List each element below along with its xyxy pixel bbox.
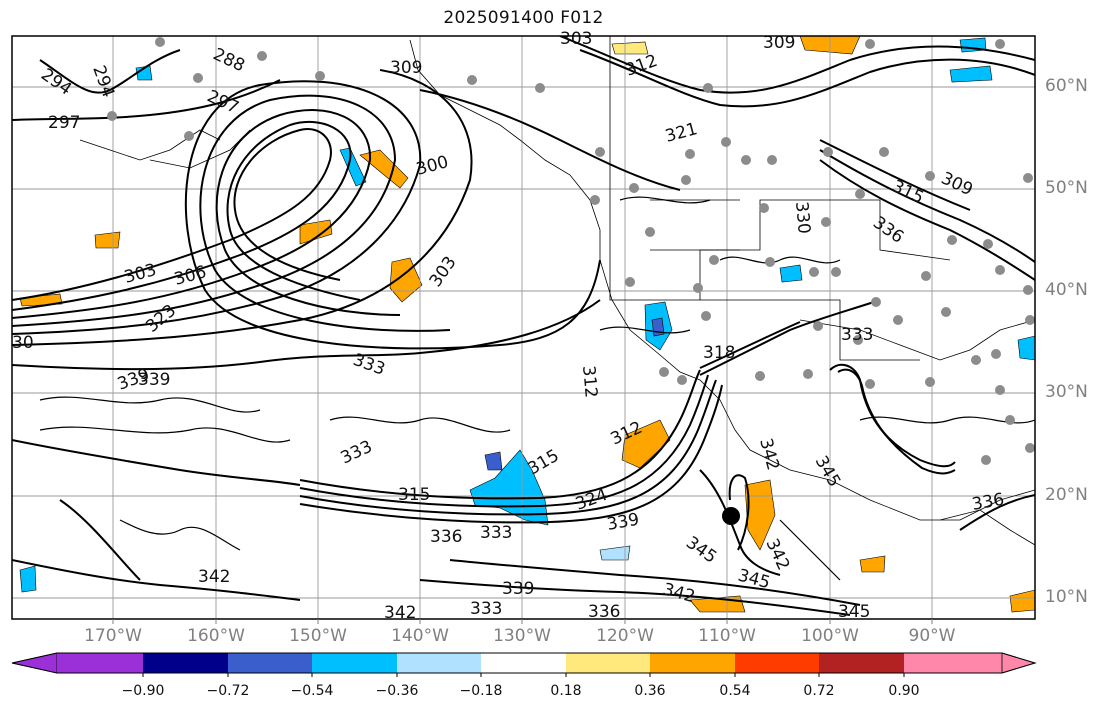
blue-patch — [19, 565, 37, 593]
colorbar-tick-label: −0.72 — [206, 683, 250, 699]
contour-label: 318 — [703, 343, 735, 363]
storm-center-marker — [722, 507, 740, 525]
contour-label: 333 — [470, 599, 502, 619]
orange-patch — [94, 231, 121, 249]
lon-label: 140°W — [391, 626, 449, 646]
contour-label: 336 — [588, 602, 620, 622]
map-title: 2025091400 F012 — [443, 8, 604, 28]
orange-patch — [1009, 589, 1035, 613]
lon-label: 110°W — [698, 626, 756, 646]
contour-label: 309 — [763, 33, 795, 53]
station-markers — [107, 37, 1035, 465]
lat-label: 20°N — [1045, 485, 1088, 505]
lat-label: 30°N — [1045, 382, 1088, 402]
colorbar-tick-label: −0.90 — [121, 683, 165, 699]
lon-label: 160°W — [187, 626, 245, 646]
lat-label: 50°N — [1045, 178, 1088, 198]
contour-lines — [12, 36, 1035, 616]
lat-label: 40°N — [1045, 280, 1088, 300]
orange-patch — [299, 219, 333, 245]
lon-label: 150°W — [289, 626, 347, 646]
blue-patch — [339, 147, 367, 187]
map-frame — [11, 35, 1036, 620]
blue-patch — [779, 264, 803, 283]
contour-label: 30 — [12, 333, 34, 353]
contour-label: 297 — [48, 113, 80, 133]
lat-label: 60°N — [1045, 76, 1088, 96]
lon-label: 170°W — [84, 626, 142, 646]
contour-label: 303 — [560, 29, 592, 49]
colorbar-tick-label: 0.18 — [550, 683, 582, 699]
orange-patch — [621, 419, 671, 469]
contour-label: 309 — [390, 58, 422, 78]
blue-patch — [1017, 335, 1035, 361]
orange-patch — [859, 555, 886, 573]
blue-patch — [651, 317, 665, 337]
contour-label: 333 — [480, 523, 512, 543]
colorbar-tick-label: −0.36 — [375, 683, 419, 699]
blue-patch — [484, 451, 503, 471]
orange-patch — [359, 149, 409, 189]
lat-label: 10°N — [1045, 587, 1088, 607]
contour-label: 333 — [841, 325, 873, 345]
contour-label: 342 — [384, 603, 416, 623]
contour-label: 339 — [138, 370, 170, 390]
coastlines — [79, 36, 1035, 546]
lon-label: 120°W — [596, 626, 654, 646]
lon-ticks — [112, 619, 933, 624]
lon-label: 100°W — [801, 626, 859, 646]
contour-label: 330 — [791, 201, 814, 235]
colorbar-tick-label: 0.90 — [888, 683, 920, 699]
colorbar-tick-label: 0.36 — [634, 683, 666, 699]
lon-label: 130°W — [493, 626, 551, 646]
orange-patch — [611, 41, 649, 55]
contour-label: 345 — [838, 602, 870, 622]
contour-label: 336 — [430, 527, 462, 547]
colorbar-tick-label: 0.72 — [803, 683, 835, 699]
contour-label: 342 — [198, 567, 230, 587]
contour-label: 339 — [502, 579, 534, 599]
lon-label: 90°W — [908, 626, 956, 646]
thin-contours — [39, 196, 1035, 581]
colorbar-tick-label: −0.18 — [459, 683, 503, 699]
colorbar-tick-label: 0.54 — [719, 683, 751, 699]
blue-patch — [599, 545, 631, 561]
contour-label: 315 — [398, 485, 430, 505]
blue-patch — [949, 65, 993, 83]
colorbar-tick-label: −0.54 — [290, 683, 334, 699]
contour-label: 312 — [578, 365, 601, 399]
